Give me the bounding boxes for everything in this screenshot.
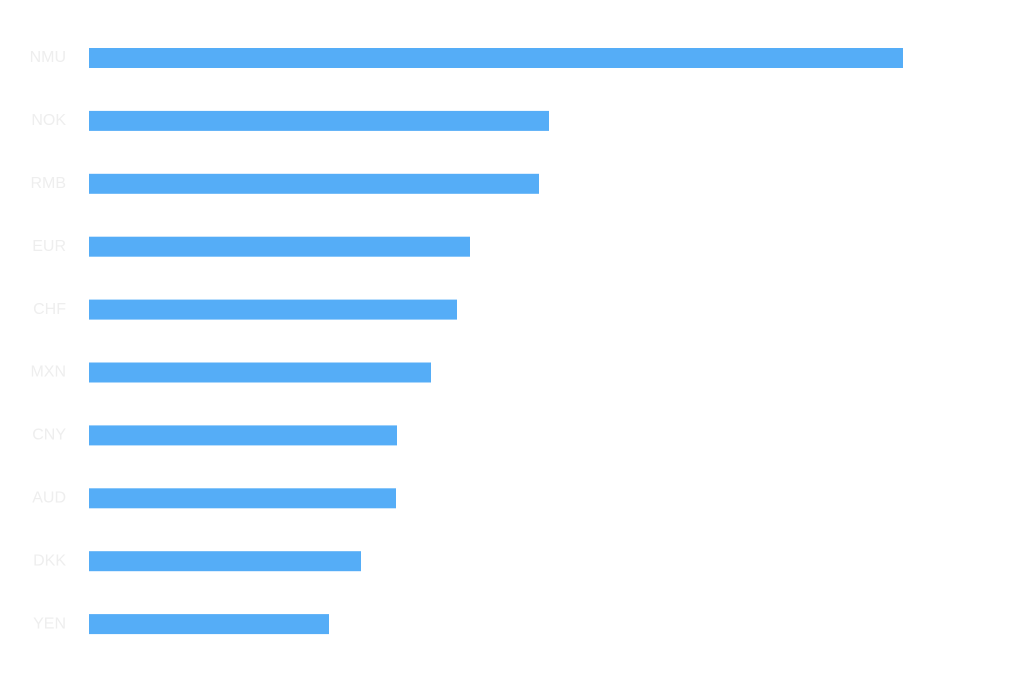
y-tick-label: NMU — [30, 49, 66, 66]
y-tick-label: CNY — [32, 427, 66, 444]
y-tick-label: CHF — [33, 301, 66, 318]
bar — [89, 236, 470, 257]
bar — [89, 110, 549, 131]
y-tick-label: RMB — [30, 175, 66, 192]
bar — [89, 299, 457, 320]
y-tick-label: NOK — [31, 112, 66, 129]
y-tick-label: DKK — [33, 552, 66, 569]
bar — [89, 173, 539, 194]
bar — [89, 362, 431, 383]
y-tick-label: MXN — [30, 364, 66, 381]
bar — [89, 614, 329, 635]
y-tick-label: AUD — [32, 490, 66, 507]
y-tick-label: EUR — [32, 238, 66, 255]
bar — [89, 488, 396, 509]
bar — [89, 48, 903, 68]
bar — [89, 425, 397, 446]
bar — [89, 551, 361, 572]
y-tick-label: YEN — [33, 615, 66, 632]
